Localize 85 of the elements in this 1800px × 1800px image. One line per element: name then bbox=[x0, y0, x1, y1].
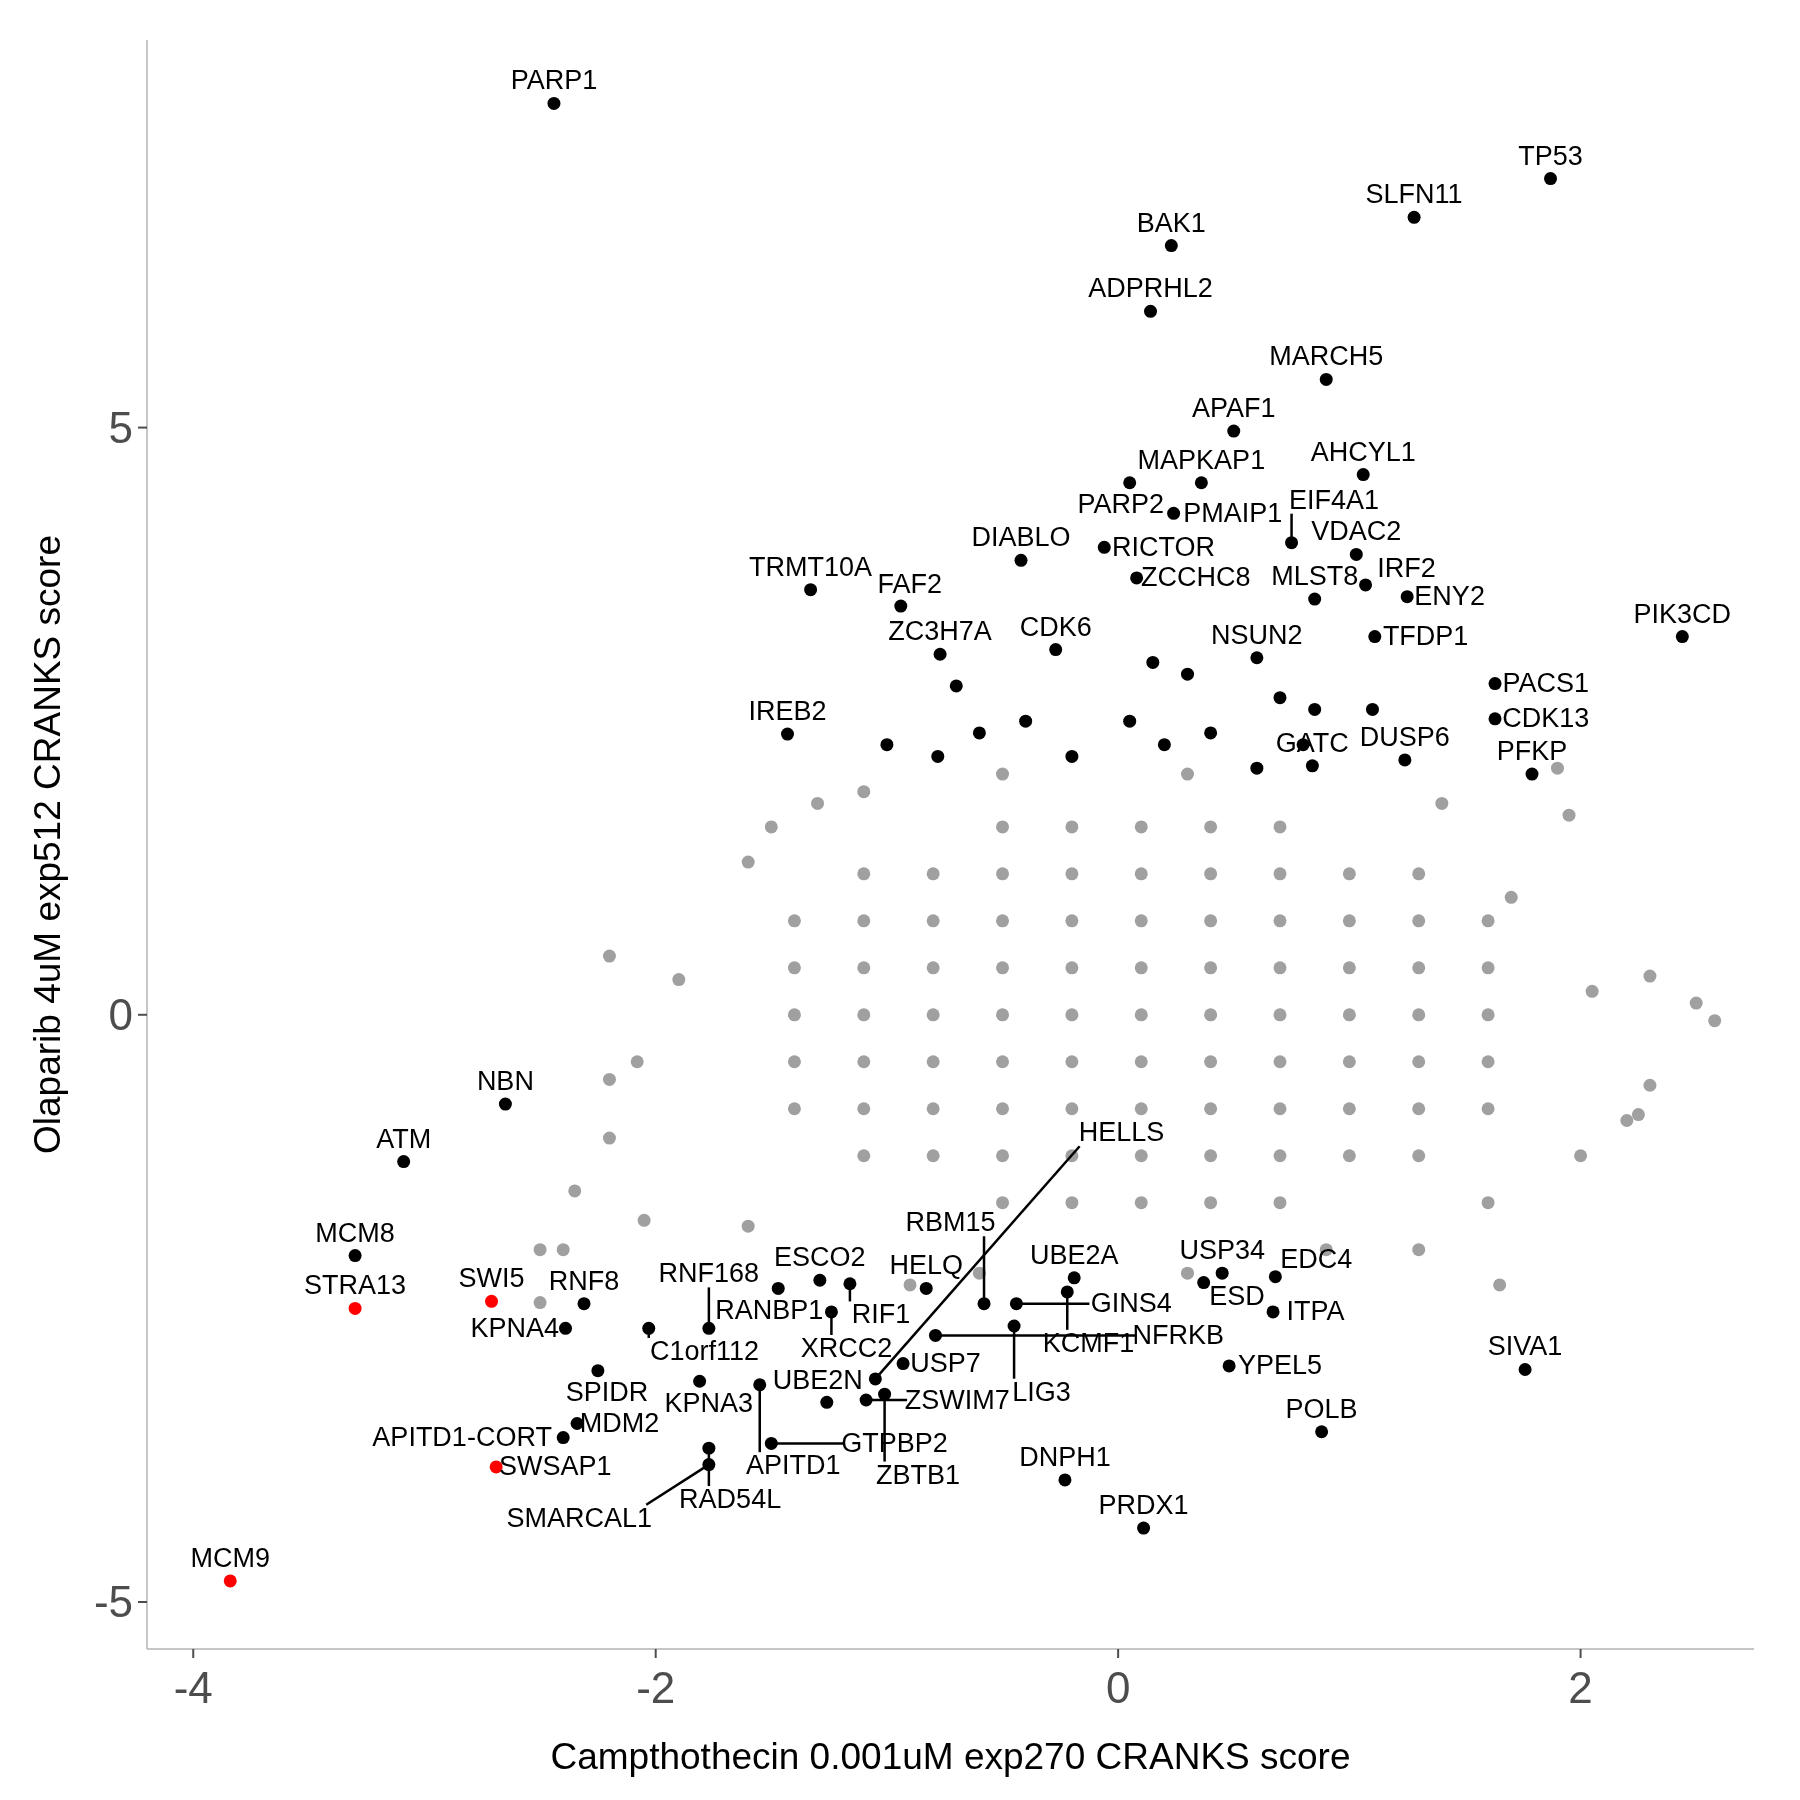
annotation: RANBP1 bbox=[715, 1294, 824, 1325]
annotation: ZBTB1 bbox=[876, 1459, 961, 1490]
annotation: NBN bbox=[476, 1066, 534, 1097]
x-axis-title: Campthothecin 0.001uM exp270 CRANKS score bbox=[550, 1736, 1351, 1777]
x-tick-label: 2 bbox=[1568, 1663, 1593, 1712]
annotation: RNF8 bbox=[548, 1265, 620, 1296]
annotation: SPIDR bbox=[565, 1376, 649, 1407]
annotation: HELQ bbox=[889, 1250, 963, 1281]
annotation: DUSP6 bbox=[1359, 721, 1450, 752]
annotation: YPEL5 bbox=[1237, 1350, 1323, 1381]
annotation: PFKP bbox=[1496, 736, 1568, 767]
annotation: TP53 bbox=[1518, 140, 1583, 171]
annotation: CDK6 bbox=[1019, 611, 1092, 642]
annotation: ADPRHL2 bbox=[1088, 273, 1213, 304]
annotation: RBM15 bbox=[905, 1207, 996, 1238]
annotation: MDM2 bbox=[579, 1408, 660, 1439]
annotation: MCM8 bbox=[315, 1217, 395, 1248]
annotation: XRCC2 bbox=[800, 1333, 893, 1364]
annotation: ENY2 bbox=[1414, 581, 1485, 612]
annotation: APAF1 bbox=[1191, 393, 1276, 424]
annotation: ESCO2 bbox=[774, 1242, 866, 1273]
annotation: STRA13 bbox=[304, 1270, 407, 1301]
annotation: RAD54L bbox=[679, 1484, 782, 1515]
annotation: ESD bbox=[1209, 1280, 1265, 1311]
annotation: POLB bbox=[1285, 1393, 1358, 1424]
annotation: HELLS bbox=[1078, 1117, 1165, 1148]
annotation: MAPKAP1 bbox=[1137, 444, 1266, 475]
annotation: NFRKB bbox=[1132, 1319, 1225, 1350]
annotation: ZCCHC8 bbox=[1141, 562, 1251, 593]
annotation: EIF4A1 bbox=[1289, 484, 1380, 515]
y-tick-label: -5 bbox=[93, 1577, 133, 1627]
y-axis-title: Olaparib 4uM exp512 CRANKS score bbox=[27, 534, 68, 1155]
annotation: ATM bbox=[376, 1123, 432, 1154]
annotation: PIK3CD bbox=[1633, 598, 1732, 629]
annotation: IRF2 bbox=[1377, 552, 1436, 583]
annotation: KPNA3 bbox=[664, 1387, 753, 1418]
annotation: SWSAP1 bbox=[499, 1451, 612, 1482]
annotation: PRDX1 bbox=[1098, 1490, 1189, 1521]
annotation: GINS4 bbox=[1090, 1288, 1172, 1319]
annotation: UBE2A bbox=[1029, 1239, 1119, 1270]
annotation: TRMT10A bbox=[749, 551, 873, 582]
annotation: CDK13 bbox=[1502, 703, 1590, 734]
annotation: MCM9 bbox=[190, 1542, 270, 1573]
x-tick-label: 0 bbox=[1105, 1663, 1131, 1712]
annotation: PACS1 bbox=[1502, 668, 1590, 699]
annotation: ZC3H7A bbox=[888, 616, 992, 647]
annotation: KPNA4 bbox=[470, 1312, 559, 1343]
annotation: DNPH1 bbox=[1019, 1441, 1111, 1472]
annotation: USP34 bbox=[1179, 1235, 1265, 1266]
annotation: FAF2 bbox=[877, 568, 943, 599]
annotation: SMARCAL1 bbox=[506, 1502, 653, 1533]
x-tick-label: -2 bbox=[636, 1663, 676, 1712]
annotation: RNF168 bbox=[658, 1258, 760, 1289]
annotation: SLFN11 bbox=[1365, 179, 1463, 210]
annotation: MARCH5 bbox=[1269, 341, 1384, 372]
x-tick-label: -4 bbox=[173, 1663, 213, 1712]
annotation: IREB2 bbox=[748, 696, 827, 727]
annotation: RIF1 bbox=[851, 1299, 911, 1330]
annotation: SWI5 bbox=[458, 1263, 525, 1294]
annotation: DIABLO bbox=[971, 522, 1071, 553]
annotation: NSUN2 bbox=[1211, 619, 1303, 650]
point bbox=[485, 1294, 499, 1308]
annotation: ITPA bbox=[1286, 1296, 1345, 1327]
annotation: AHCYL1 bbox=[1310, 436, 1416, 467]
annotation: MLST8 bbox=[1271, 561, 1359, 592]
annotation: EDC4 bbox=[1280, 1244, 1353, 1275]
point bbox=[223, 1574, 237, 1588]
annotation: USP7 bbox=[910, 1348, 981, 1379]
annotation: C1orf112 bbox=[649, 1335, 759, 1366]
annotation: TFDP1 bbox=[1382, 621, 1469, 652]
annotation: VDAC2 bbox=[1311, 516, 1402, 547]
annotation: BAK1 bbox=[1136, 207, 1206, 238]
annotation: SIVA1 bbox=[1487, 1331, 1563, 1362]
annotation: PMAIP1 bbox=[1183, 497, 1283, 528]
annotation: APITD1 bbox=[746, 1450, 841, 1481]
annotation: PARP1 bbox=[510, 65, 598, 96]
annotation: RICTOR bbox=[1111, 531, 1215, 562]
annotation: APITD1-CORT bbox=[372, 1422, 552, 1453]
y-tick-label: 5 bbox=[108, 402, 133, 452]
annotation: LIG3 bbox=[1012, 1376, 1071, 1407]
y-tick-label: 0 bbox=[108, 989, 133, 1039]
annotation: UBE2N bbox=[772, 1365, 863, 1396]
point bbox=[348, 1301, 362, 1315]
annotation: ZSWIM7 bbox=[904, 1384, 1010, 1415]
annotation: PARP2 bbox=[1077, 489, 1164, 520]
